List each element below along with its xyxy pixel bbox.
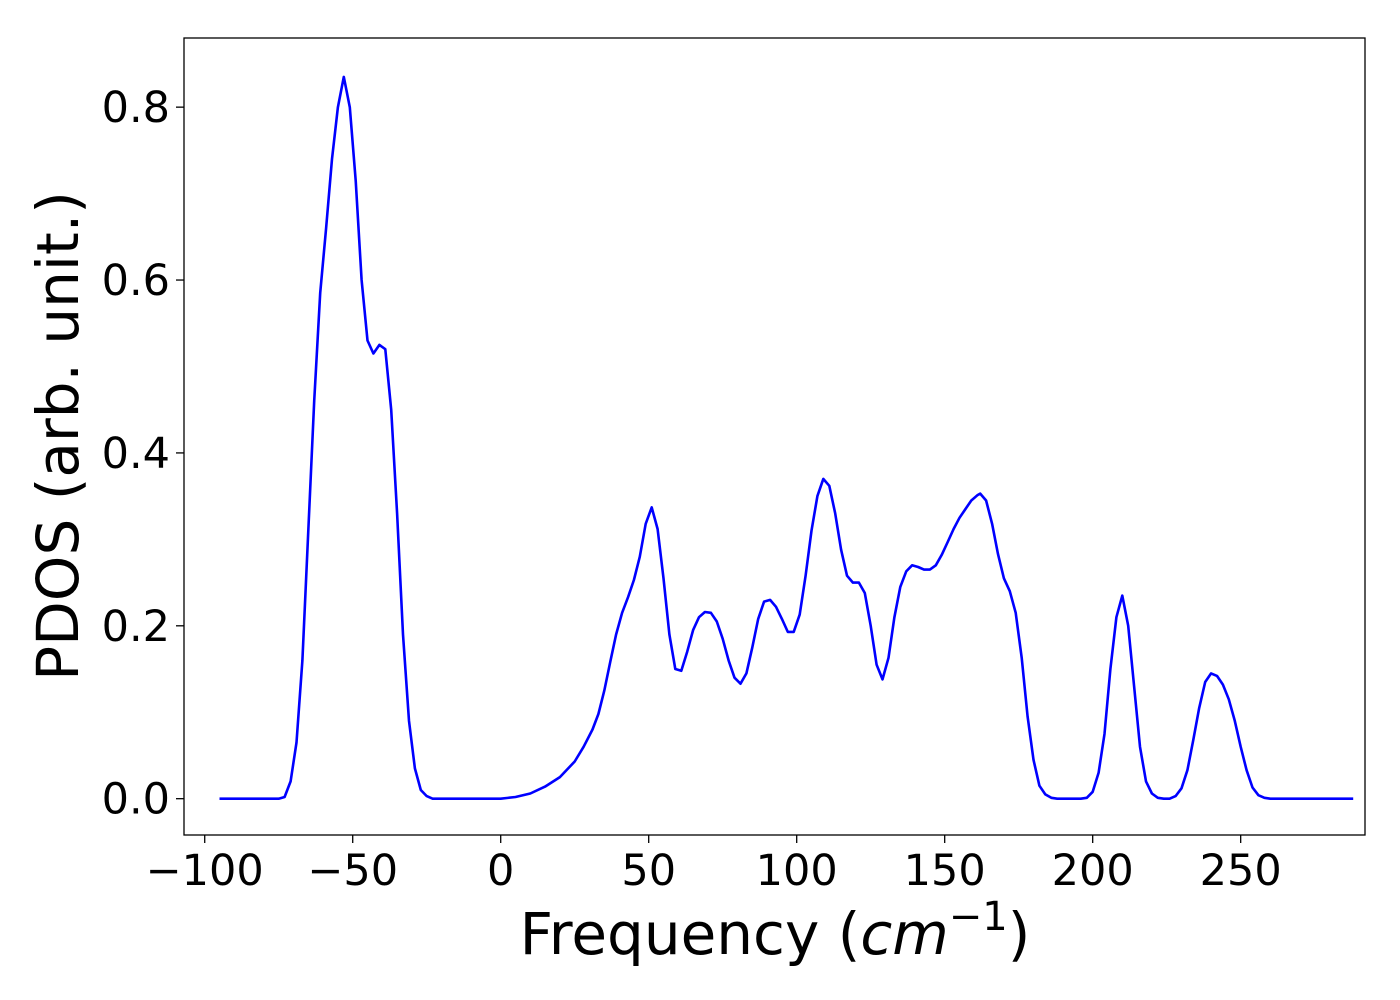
x-axis-title-exponent: −1 [949, 894, 1008, 940]
x-axis: −100 −50 0 50 100 150 200 250 [146, 835, 1282, 896]
x-tick-label: −50 [307, 846, 398, 896]
y-tick-label: 0.0 [102, 775, 170, 825]
x-tick-label: 250 [1200, 846, 1282, 896]
x-tick-label: 0 [487, 846, 514, 896]
y-tick-label: 0.6 [102, 256, 170, 306]
x-tick-label: −100 [146, 846, 264, 896]
y-tick-label: 0.8 [102, 83, 170, 133]
x-tick-label: 200 [1052, 846, 1134, 896]
plot-area [219, 75, 1354, 801]
x-tick-label: 150 [904, 846, 986, 896]
x-tick-label: 50 [621, 846, 676, 896]
x-axis-title-prefix: Frequency ( [520, 900, 861, 968]
x-axis-title-close: ) [1008, 900, 1031, 968]
y-tick-label: 0.2 [102, 602, 170, 652]
y-axis-title: PDOS (arb. unit.) [24, 191, 92, 681]
x-tick-label: 100 [756, 846, 838, 896]
x-axis-title: Frequency (cm−1) [520, 894, 1031, 968]
axes-frame [183, 37, 1366, 836]
y-tick-label: 0.4 [102, 429, 170, 479]
series-line-1 [219, 75, 1354, 801]
y-axis: 0.0 0.2 0.4 0.6 0.8 [102, 83, 184, 825]
x-axis-title-unit: cm [860, 900, 948, 968]
